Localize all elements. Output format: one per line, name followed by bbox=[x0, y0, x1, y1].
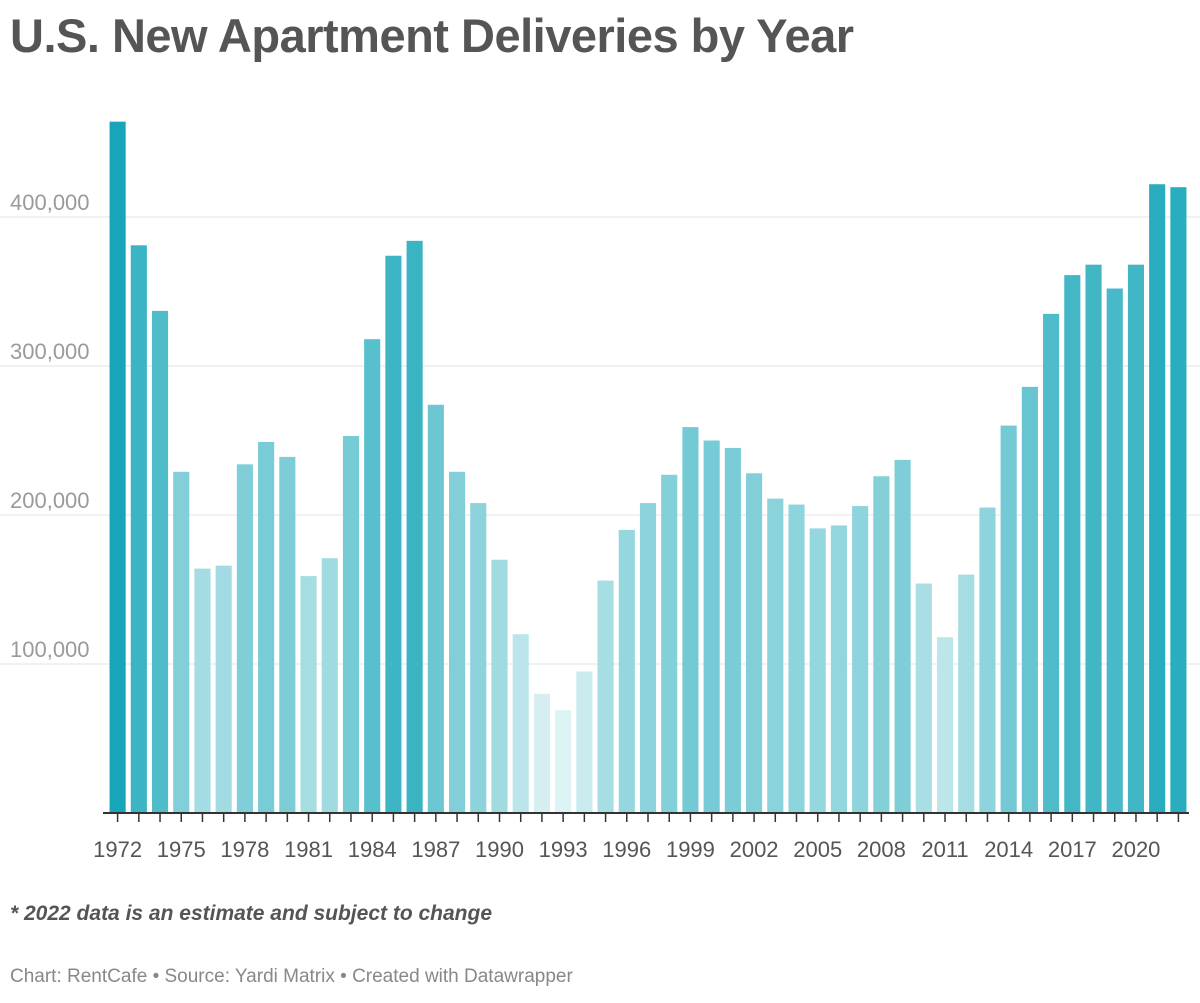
bar-2015 bbox=[1021, 386, 1038, 813]
bar-1994 bbox=[576, 671, 593, 813]
bar-2020 bbox=[1127, 264, 1145, 813]
bar-2022 bbox=[1170, 187, 1187, 813]
bar-1992 bbox=[533, 693, 550, 813]
bar-1978 bbox=[236, 464, 253, 813]
bar-2013 bbox=[979, 507, 996, 813]
bar-2016 bbox=[1043, 313, 1060, 813]
x-tick-label: 2008 bbox=[857, 837, 906, 862]
bar-2021 bbox=[1149, 184, 1166, 814]
bar-2009 bbox=[894, 459, 911, 813]
bar-chart: 100,000 200,000 300,000 400,000 1972 1975 1978… bbox=[0, 121, 1200, 862]
x-tick-label: 1987 bbox=[411, 837, 460, 862]
x-tick-label: 2002 bbox=[730, 837, 779, 862]
bar-1987 bbox=[427, 404, 444, 813]
bar-1974 bbox=[151, 310, 169, 813]
y-tick-label: 400,000 bbox=[10, 190, 90, 215]
bar-1991 bbox=[512, 634, 529, 813]
x-axis bbox=[103, 812, 1189, 822]
x-tick-label: 1978 bbox=[220, 837, 269, 862]
bar-2017 bbox=[1064, 275, 1081, 813]
bar-1983 bbox=[342, 436, 360, 813]
bar-1984 bbox=[364, 339, 381, 813]
bar-2004 bbox=[788, 504, 805, 813]
bar-1986 bbox=[406, 240, 423, 814]
bar-1982 bbox=[321, 558, 338, 813]
y-tick-label: 300,000 bbox=[10, 339, 90, 364]
bar-1995 bbox=[597, 580, 614, 813]
bar-1990 bbox=[491, 559, 508, 813]
x-tick-label: 1993 bbox=[539, 837, 588, 862]
source-credit: Chart: RentCafe • Source: Yardi Matrix •… bbox=[10, 966, 573, 987]
chart-title: U.S. New Apartment Deliveries by Year bbox=[10, 9, 854, 62]
bar-2002 bbox=[746, 473, 763, 813]
x-tick-label: 2020 bbox=[1111, 837, 1160, 862]
y-tick-label: 200,000 bbox=[10, 488, 90, 513]
x-tick-label: 2014 bbox=[984, 837, 1033, 862]
bar-2005 bbox=[809, 528, 826, 813]
bar-1977 bbox=[215, 565, 232, 813]
axis-labels: 100,000 200,000 300,000 400,000 1972 1975 1978… bbox=[10, 190, 1160, 862]
bar-1997 bbox=[639, 503, 657, 813]
x-tick-label: 2005 bbox=[793, 837, 842, 862]
bar-1993 bbox=[555, 710, 572, 813]
bar-2008 bbox=[873, 476, 890, 813]
bar-2007 bbox=[852, 506, 869, 813]
bar-1981 bbox=[300, 576, 317, 813]
bar-2012 bbox=[958, 574, 975, 813]
x-tick-label: 1990 bbox=[475, 837, 524, 862]
x-tick-label: 1972 bbox=[93, 837, 142, 862]
x-tick-label: 1981 bbox=[284, 837, 333, 862]
bar-2019 bbox=[1106, 288, 1123, 813]
x-tick-label: 2011 bbox=[921, 837, 968, 862]
bar-2003 bbox=[767, 498, 784, 813]
bar-1985 bbox=[385, 255, 402, 814]
bar-2018 bbox=[1085, 264, 1102, 813]
bar-1998 bbox=[661, 474, 678, 813]
x-tick-label: 1975 bbox=[157, 837, 206, 862]
x-tick-label: 1999 bbox=[666, 837, 715, 862]
bar-2006 bbox=[830, 525, 848, 813]
bar-1996 bbox=[618, 529, 635, 813]
x-tick-label: 1996 bbox=[602, 837, 651, 862]
bars bbox=[109, 121, 1187, 814]
bar-2011 bbox=[936, 637, 954, 813]
bar-1973 bbox=[130, 245, 147, 813]
y-tick-label: 100,000 bbox=[10, 637, 90, 662]
bar-1980 bbox=[279, 456, 296, 813]
bar-1979 bbox=[258, 441, 275, 813]
x-tick-label: 1984 bbox=[348, 837, 397, 862]
bar-2001 bbox=[724, 447, 741, 813]
bar-2000 bbox=[703, 440, 720, 813]
bar-1976 bbox=[194, 568, 211, 813]
x-tick-label: 2017 bbox=[1048, 837, 1097, 862]
bar-1989 bbox=[470, 503, 487, 813]
bar-1972 bbox=[109, 121, 126, 813]
footnote: * 2022 data is an estimate and subject t… bbox=[10, 902, 493, 925]
bar-1999 bbox=[682, 427, 699, 813]
bar-2010 bbox=[915, 583, 932, 813]
bar-2014 bbox=[1000, 425, 1017, 813]
bar-1975 bbox=[173, 471, 190, 813]
bar-1988 bbox=[448, 471, 466, 813]
